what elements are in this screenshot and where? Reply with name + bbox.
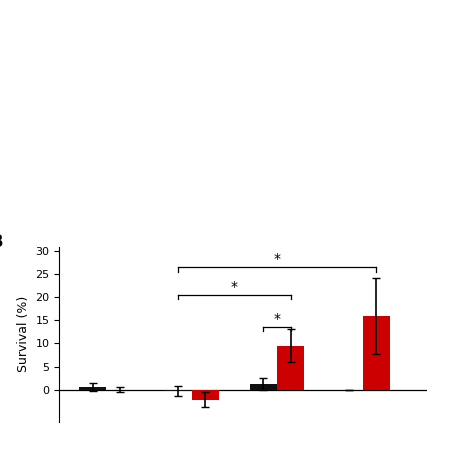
Bar (250, 384, 277, 390)
Text: *: * (273, 312, 281, 327)
Bar (191, 390, 219, 400)
Text: B: B (0, 233, 3, 251)
Bar (363, 316, 390, 390)
Bar (164, 390, 191, 391)
Bar (79, 387, 106, 390)
Text: *: * (273, 253, 281, 266)
Text: *: * (231, 280, 238, 294)
Y-axis label: Survival (%): Survival (%) (17, 296, 30, 373)
Bar (277, 346, 304, 390)
